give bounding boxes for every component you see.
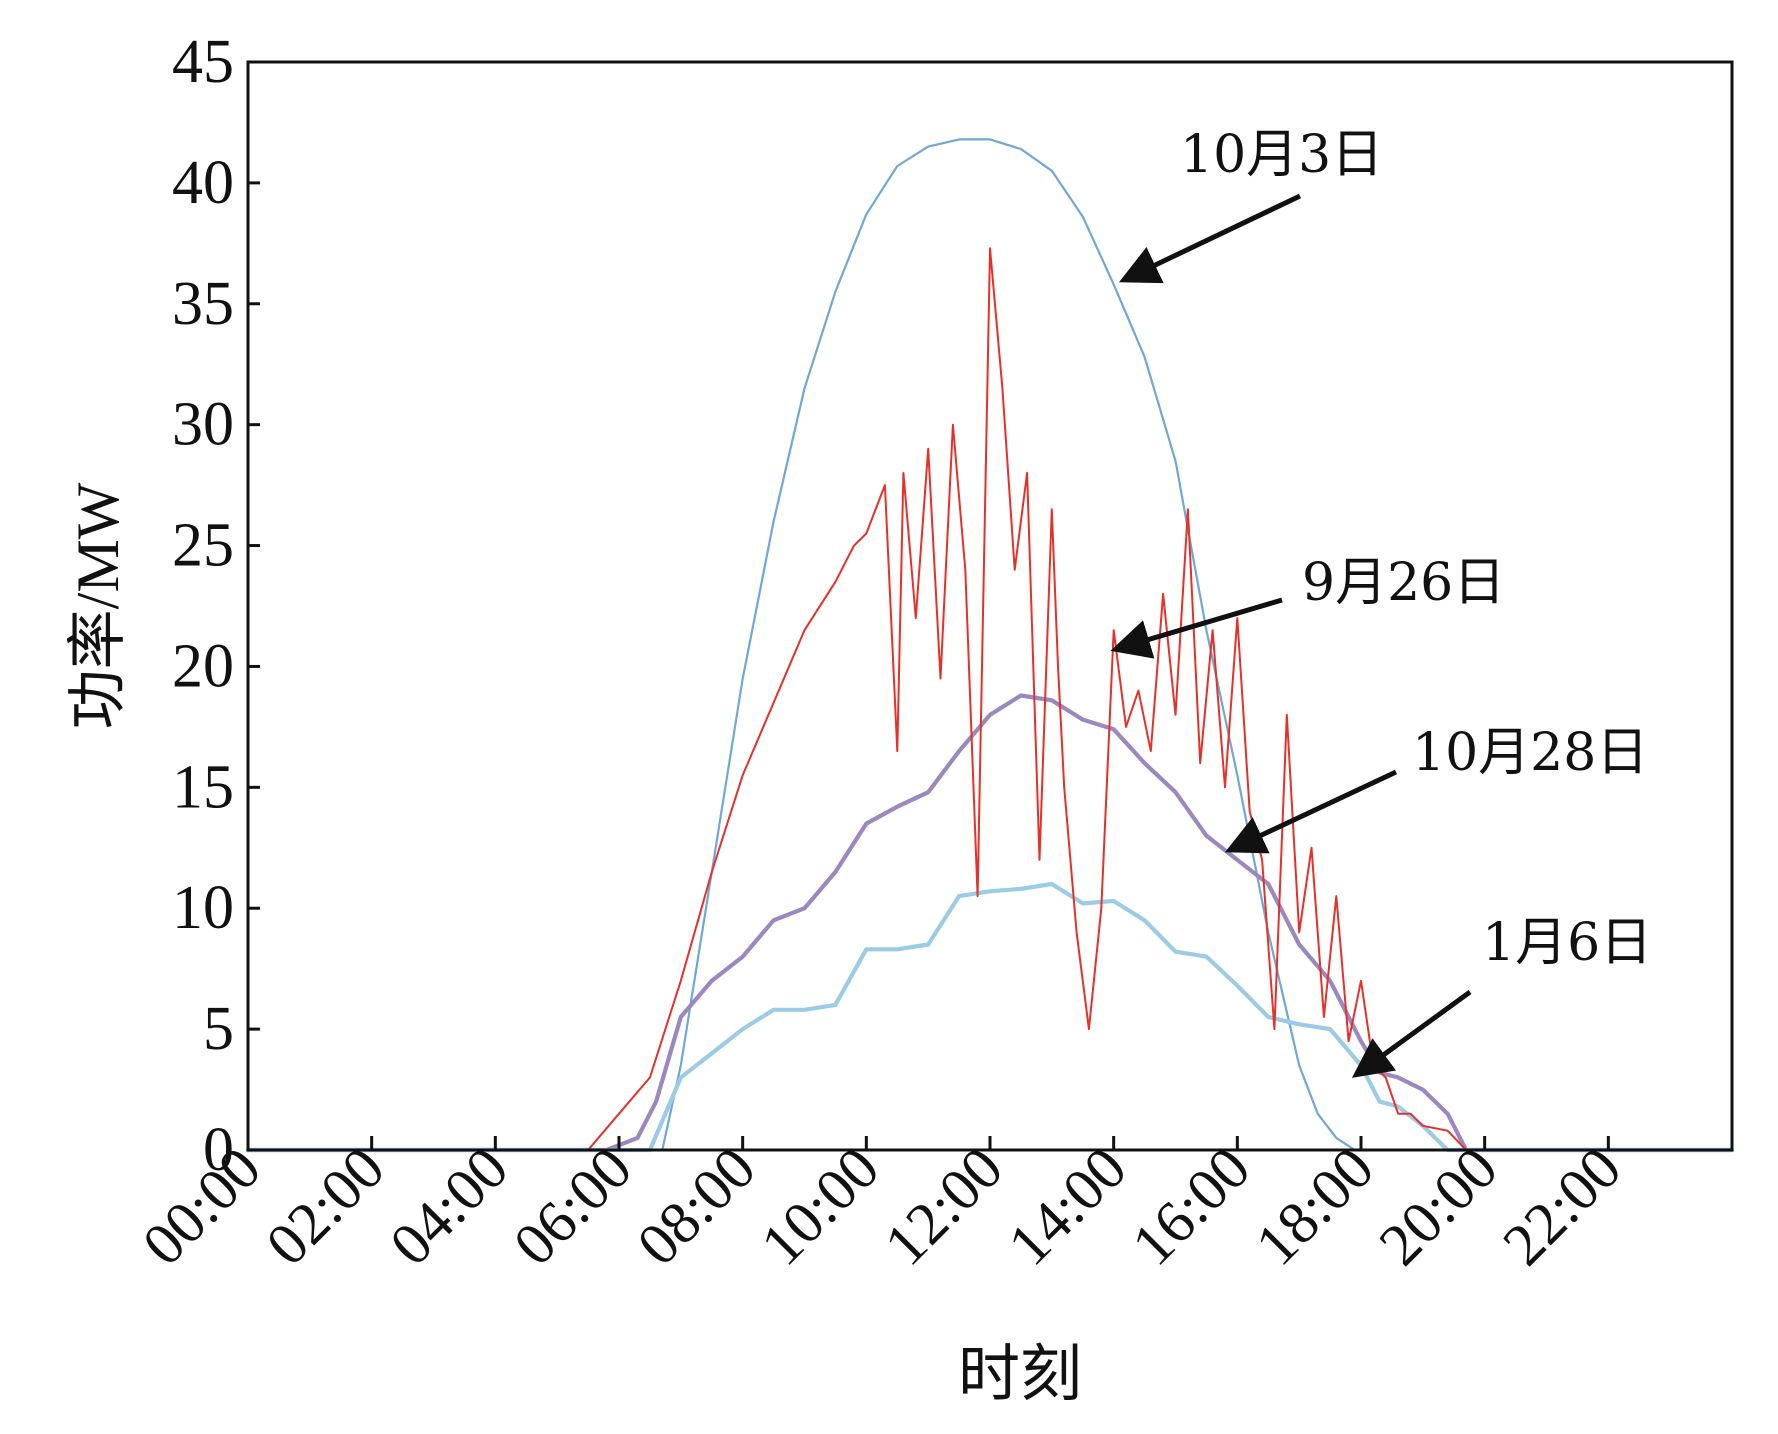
y-tick-label: 25 bbox=[172, 512, 234, 580]
annotation-arrow bbox=[1110, 597, 1283, 659]
y-tick-label: 45 bbox=[172, 28, 234, 96]
y-tick-label: 10 bbox=[172, 874, 234, 942]
y-tick-label: 40 bbox=[172, 149, 234, 217]
y-tick-label: 30 bbox=[172, 391, 234, 459]
annotation-arrow bbox=[1351, 989, 1472, 1078]
x-axis-label: 时刻 bbox=[958, 1341, 1082, 1409]
annotation-arrow bbox=[1224, 769, 1398, 854]
annotation-label: 10月3日 bbox=[1180, 125, 1383, 185]
y-tick-label: 5 bbox=[203, 995, 234, 1063]
series-line-9月26日 bbox=[247, 247, 1733, 1151]
y-tick-label: 15 bbox=[172, 753, 234, 821]
y-axis-label: 功率/MW bbox=[65, 482, 131, 729]
annotation-label: 10月28日 bbox=[1412, 723, 1648, 783]
annotation-label: 1月6日 bbox=[1482, 913, 1652, 973]
y-tick-label: 35 bbox=[172, 270, 234, 338]
y-tick-label: 20 bbox=[172, 632, 234, 700]
annotation-label: 9月26日 bbox=[1302, 553, 1505, 613]
annotation-arrow bbox=[1118, 193, 1302, 284]
y-tick-label: 0 bbox=[203, 1116, 234, 1184]
annotations-layer: 10月3日 9月26日 10月28日 1月6日 bbox=[1110, 125, 1652, 1078]
